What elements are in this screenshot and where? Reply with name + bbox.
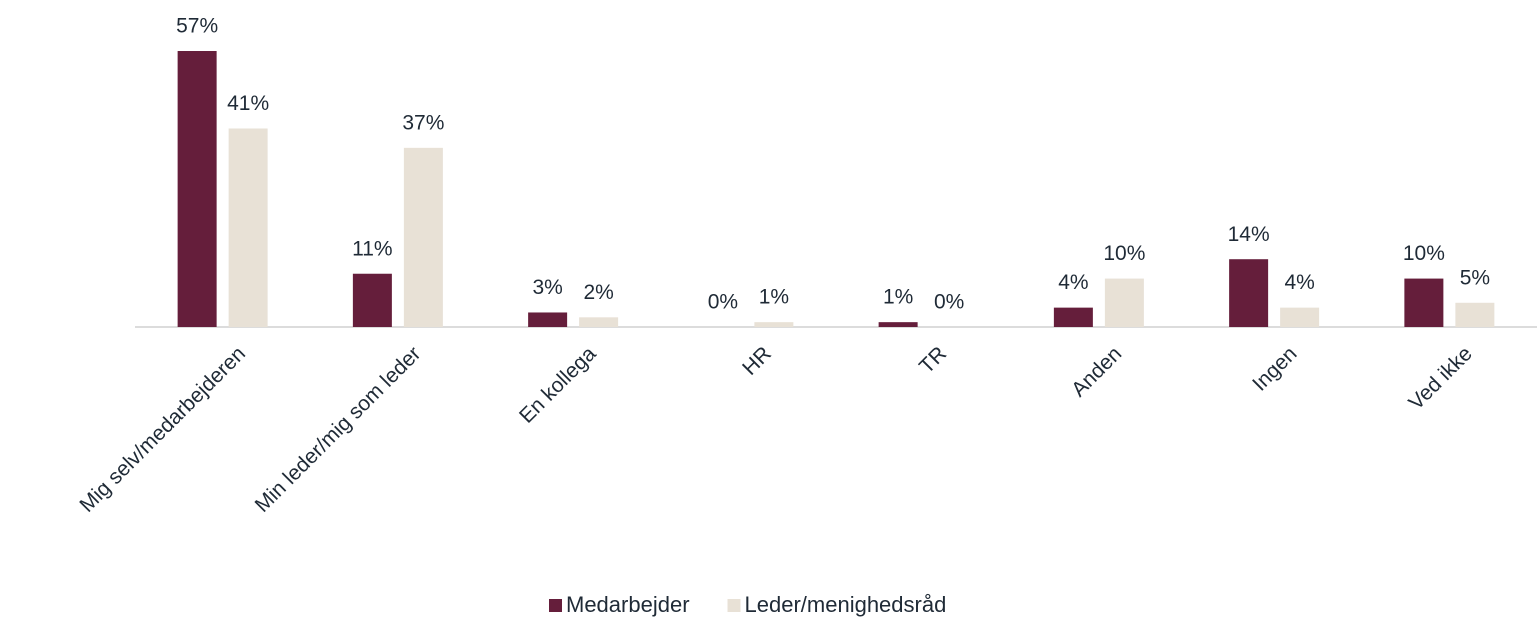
data-label: 37%: [402, 111, 444, 134]
data-label: 10%: [1103, 242, 1145, 265]
x-tick-label: HR: [738, 342, 776, 380]
bar: [528, 312, 568, 327]
legend-label: Medarbejder: [566, 592, 690, 617]
data-label: 57%: [176, 15, 218, 38]
bar: [878, 322, 918, 327]
data-label: 11%: [352, 237, 392, 260]
data-label: 10%: [1403, 242, 1445, 265]
bar: [1280, 307, 1320, 327]
bar: [177, 51, 217, 327]
legend-label: Leder/menighedsråd: [745, 592, 947, 617]
x-tick-label: Ingen: [1248, 342, 1301, 395]
legend: Medarbejder Leder/menighedsråd: [549, 592, 946, 617]
data-label: 3%: [532, 276, 562, 299]
data-label: 14%: [1228, 223, 1270, 246]
data-label: 0%: [708, 291, 738, 314]
x-tick-label: Anden: [1067, 342, 1126, 401]
data-label: 4%: [1058, 271, 1088, 294]
bar: [1053, 307, 1093, 327]
bar: [1455, 302, 1495, 327]
x-tick-label: TR: [915, 342, 951, 378]
bar: [1404, 278, 1444, 327]
data-label: 1%: [759, 286, 789, 309]
bar: [579, 317, 619, 327]
x-tick-label: Ved ikke: [1404, 342, 1476, 414]
data-label: 4%: [1284, 271, 1314, 294]
bar: [352, 273, 392, 327]
bar: [403, 147, 443, 327]
data-label: 1%: [883, 286, 913, 309]
bar: [1104, 278, 1144, 327]
bar: [754, 322, 794, 327]
x-tick-label: Min leder/mig som leder: [251, 342, 426, 517]
legend-swatch: [549, 599, 562, 612]
bar: [228, 128, 268, 327]
data-label: 41%: [227, 92, 269, 115]
x-tick-label: Mig selv/medarbejderen: [75, 342, 250, 517]
x-tick-label: En kollega: [515, 342, 601, 428]
legend-swatch: [727, 599, 741, 612]
data-label: 0%: [934, 291, 964, 314]
bar: [1229, 259, 1269, 327]
data-label: 5%: [1460, 266, 1490, 289]
data-label: 2%: [583, 281, 613, 304]
